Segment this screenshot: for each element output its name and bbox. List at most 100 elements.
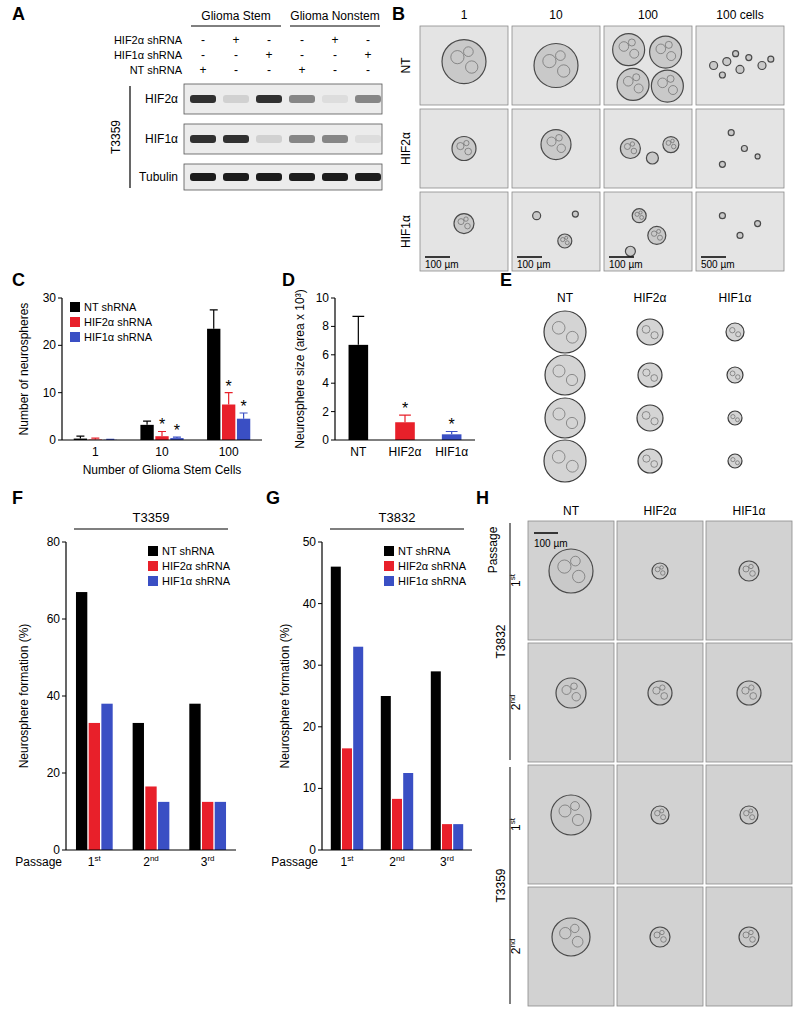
group-label: T3832 xyxy=(494,624,508,658)
micrograph xyxy=(528,887,614,1006)
blot-band xyxy=(190,173,216,181)
legend: NT shRNAHIF2α shRNAHIF1α shRNA xyxy=(70,301,153,343)
sphere-cell xyxy=(572,693,580,701)
sphere-cell xyxy=(543,55,556,68)
sphere-cell xyxy=(742,687,749,694)
sphere-cell xyxy=(465,223,471,229)
sphere-cell xyxy=(553,408,565,420)
bar xyxy=(353,647,363,850)
significance: * xyxy=(159,416,165,433)
sphere xyxy=(755,221,761,227)
y-tick xyxy=(318,850,322,851)
sphere-cell xyxy=(566,460,578,472)
scale-bar-label: 500 µm xyxy=(701,259,735,270)
micrograph xyxy=(617,887,703,1006)
micrograph-frame xyxy=(604,192,692,271)
title-rule xyxy=(330,528,464,529)
sphere xyxy=(651,70,683,102)
sphere-cell xyxy=(552,451,565,464)
bars xyxy=(331,567,463,850)
blot-band xyxy=(289,135,315,143)
y-tick xyxy=(62,696,66,697)
y-tick-label: 20 xyxy=(43,338,57,352)
legend-swatch xyxy=(384,546,394,556)
y-tick-label: 30 xyxy=(43,291,57,305)
x-axis xyxy=(335,439,475,440)
sphere-cell xyxy=(566,331,578,343)
blot-band xyxy=(289,95,315,103)
sphere-cell xyxy=(750,937,756,943)
blot-band xyxy=(223,95,249,103)
bar xyxy=(189,704,200,850)
bar xyxy=(442,824,452,850)
sphere xyxy=(726,323,744,341)
sphere-cell xyxy=(655,567,660,572)
x-axis xyxy=(66,849,236,850)
blot-band xyxy=(355,135,381,143)
sphere xyxy=(551,795,591,835)
micrograph-frame xyxy=(420,192,508,271)
error-bar xyxy=(210,310,218,329)
panel-letter: E xyxy=(500,270,512,290)
error-bar xyxy=(76,436,84,438)
micrograph-frame xyxy=(696,26,784,105)
chart: 0204060801st2nd3rdPassageNeurosphere for… xyxy=(15,510,236,869)
lane-sign: - xyxy=(333,48,337,62)
sphere-cell xyxy=(744,810,749,815)
legend-swatch xyxy=(70,317,80,327)
sphere-cell xyxy=(624,144,630,150)
y-tick xyxy=(58,440,62,441)
sphere-cell xyxy=(631,148,637,154)
micrograph-frame xyxy=(512,109,600,188)
cell-group: Glioma Nonstem xyxy=(290,9,379,23)
scale-bar xyxy=(425,256,450,258)
sphere-cell xyxy=(735,461,739,465)
sphere-cell xyxy=(630,142,634,146)
sphere xyxy=(454,214,474,234)
bars xyxy=(74,310,251,440)
y-tick-label: 40 xyxy=(303,597,317,611)
micrograph xyxy=(706,521,792,640)
blot-band xyxy=(355,173,381,181)
chart: **0246810NTHIF2αHIF1αNeurosphere size (a… xyxy=(293,289,475,459)
row-label: HIF2α xyxy=(399,132,413,165)
sphere-cell xyxy=(464,47,474,57)
condition-label: NT shRNA xyxy=(130,64,183,76)
sphere-cell xyxy=(566,417,577,428)
bar xyxy=(331,567,341,850)
y-tick-label: 0 xyxy=(49,433,56,447)
sphere-cell xyxy=(457,143,464,150)
micrograph xyxy=(528,521,614,640)
column-label: 100 cells xyxy=(716,8,763,22)
micrograph-frame xyxy=(528,887,614,1006)
sphere xyxy=(652,563,668,579)
legend-label: NT shRNA xyxy=(162,545,215,557)
western-blot: Glioma StemGlioma NonstemHIF2α shRNA-+--… xyxy=(109,9,382,190)
label-suffix: st xyxy=(508,573,517,580)
chart: 010203040501st2nd3rdPassageNeurosphere f… xyxy=(271,510,472,869)
sphere xyxy=(739,927,759,947)
sphere xyxy=(648,681,672,705)
micrograph-frame xyxy=(528,765,614,884)
sphere xyxy=(637,319,663,345)
micrograph-frame xyxy=(420,109,508,188)
sphere-cell xyxy=(731,415,735,419)
scale-bar xyxy=(609,256,634,258)
sphere-cell xyxy=(651,461,658,468)
y-tick xyxy=(331,326,335,327)
sphere xyxy=(637,405,663,431)
x-tick-label: 2nd xyxy=(389,854,405,869)
column-label: NT xyxy=(557,291,574,305)
sphere-cell xyxy=(466,61,478,73)
sphere-cell xyxy=(656,44,666,54)
y-tick-label: 20 xyxy=(47,766,61,780)
sphere-cell xyxy=(556,135,563,142)
column-label: HIF1α xyxy=(733,504,766,518)
legend-swatch xyxy=(70,302,80,312)
panel-letter: B xyxy=(392,4,405,24)
sphere-cell xyxy=(571,683,578,690)
lane-sign: - xyxy=(267,63,271,77)
y-axis-label: Neurosphere formation (%) xyxy=(278,624,292,769)
sphere-cell xyxy=(465,148,472,155)
micrograph xyxy=(604,26,692,105)
